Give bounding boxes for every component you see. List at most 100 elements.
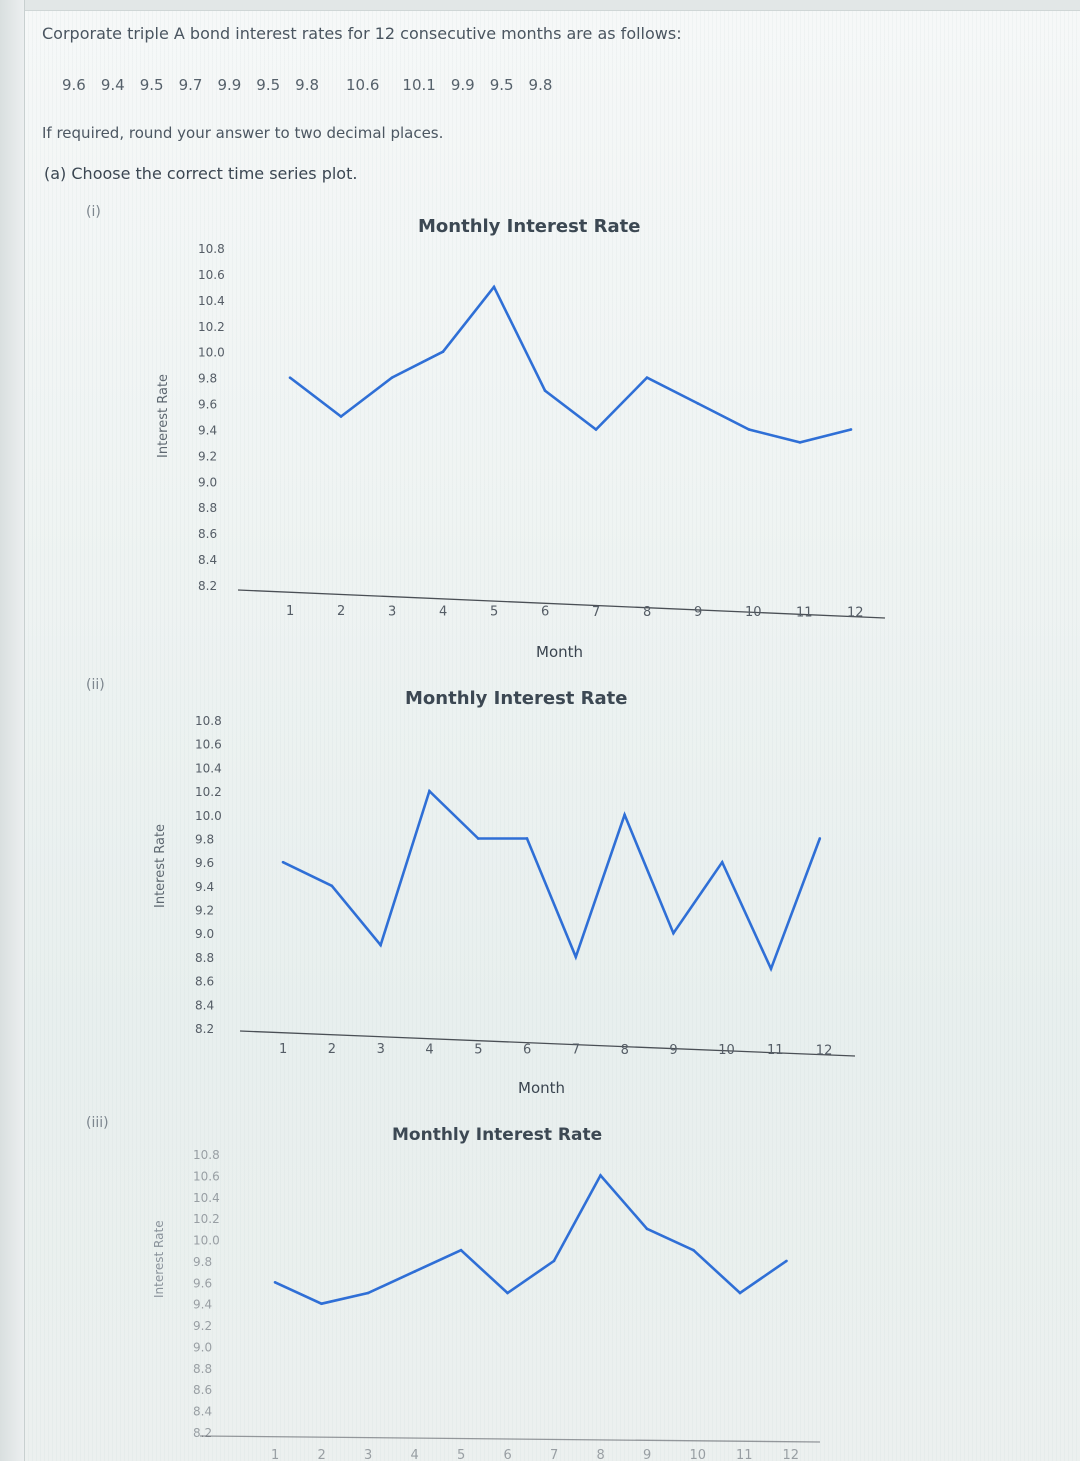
x-tick-label: 12 — [816, 1043, 833, 1058]
option-iii-label: (iii) — [86, 1115, 109, 1131]
data-point — [281, 860, 285, 864]
y-tick-label: 10.6 — [193, 1169, 220, 1183]
y-tick-label: 9.4 — [198, 423, 217, 437]
data-point — [738, 1291, 742, 1295]
y-tick-label: 10.6 — [198, 268, 225, 282]
data-value: 9.9 — [217, 76, 242, 94]
x-tick-label: 4 — [439, 604, 447, 619]
data-point — [599, 1174, 602, 1177]
data-point — [747, 428, 751, 431]
data-value: 9.5 — [256, 76, 281, 94]
y-tick-label: 10.8 — [195, 714, 222, 728]
option-i-label: (i) — [86, 204, 101, 220]
data-value: 9.7 — [178, 76, 203, 94]
y-tick-label: 9.2 — [195, 904, 214, 918]
y-tick-label: 8.6 — [195, 975, 214, 989]
x-tick-label: 7 — [592, 605, 600, 620]
y-tick-label: 8.8 — [193, 1362, 212, 1376]
y-tick-label: 9.6 — [198, 398, 217, 412]
y-tick-label: 9.2 — [198, 449, 217, 463]
y-tick-label: 8.8 — [195, 951, 214, 965]
y-tick-label: 8.4 — [193, 1405, 212, 1419]
data-point — [785, 1259, 788, 1263]
data-point — [645, 1227, 649, 1231]
y-tick-label: 10.0 — [193, 1234, 220, 1248]
x-tick-label: 4 — [425, 1042, 433, 1057]
y-tick-label: 9.0 — [193, 1340, 212, 1354]
data-values: 9.6 9.4 9.5 9.7 9.9 9.5 9.8 10.6 10.1 9.9 9.5 9.8 — [62, 76, 567, 94]
data-value: 9.6 — [62, 76, 86, 94]
data-point — [366, 1291, 370, 1295]
x-tick-label: 11 — [796, 605, 813, 620]
y-tick-label: 9.8 — [195, 832, 214, 846]
x-tick-label: 7 — [550, 1448, 558, 1461]
x-tick-label: 5 — [457, 1448, 465, 1461]
x-tick-label: 3 — [388, 604, 396, 619]
y-tick-label: 10.8 — [198, 242, 225, 256]
x-tick-label: 5 — [490, 605, 498, 620]
x-tick-label: 5 — [474, 1042, 482, 1057]
data-point — [428, 789, 431, 793]
data-point — [492, 285, 496, 289]
x-tick-label: 8 — [597, 1448, 605, 1461]
data-value: 10.6 — [346, 76, 380, 94]
data-point — [798, 441, 802, 444]
data-point — [623, 813, 626, 817]
data-point — [379, 943, 382, 947]
x-tick-label: 1 — [279, 1042, 287, 1057]
y-tick-label: 10.0 — [198, 346, 225, 360]
x-tick-label: 8 — [621, 1043, 629, 1058]
data-point — [390, 376, 394, 379]
option-ii-label: (ii) — [86, 677, 105, 693]
y-tick-label: 9.6 — [193, 1276, 212, 1290]
y-tick-label: 8.2 — [198, 579, 217, 593]
x-tick-label: 6 — [541, 605, 549, 620]
y-tick-label: 10.2 — [198, 320, 225, 334]
series-line — [274, 1173, 788, 1306]
y-tick-label: 9.6 — [195, 856, 214, 870]
x-tick-label: 6 — [504, 1448, 512, 1461]
x-tick-label: 11 — [736, 1448, 753, 1461]
y-tick-label: 10.4 — [193, 1191, 220, 1205]
chart-iii-title: Monthly Interest Rate — [392, 1125, 603, 1145]
data-point — [441, 350, 445, 353]
data-point — [594, 428, 598, 431]
data-point — [849, 428, 853, 431]
x-tick-label: 1 — [286, 604, 294, 619]
y-tick-label: 8.6 — [198, 527, 217, 541]
x-tick-label: 11 — [767, 1043, 784, 1058]
data-point — [413, 1270, 416, 1273]
data-value: 9.5 — [489, 76, 514, 94]
x-tick-label: 2 — [318, 1448, 326, 1461]
data-value: 9.9 — [450, 76, 475, 94]
x-tick-label: 10 — [718, 1043, 735, 1058]
x-tick-label: 2 — [328, 1042, 336, 1057]
y-tick-label: 8.2 — [193, 1426, 212, 1440]
x-tick-label: 9 — [669, 1043, 677, 1058]
y-tick-label: 8.8 — [198, 501, 217, 515]
x-tick-label: 3 — [377, 1042, 385, 1057]
data-point — [476, 837, 480, 840]
x-tick-label: 10 — [690, 1448, 707, 1461]
x-tick-label: 3 — [364, 1448, 372, 1461]
data-point — [645, 376, 649, 379]
series-line — [282, 788, 822, 973]
x-axis-line — [239, 1030, 856, 1057]
data-point — [692, 1248, 695, 1252]
question-a: (a) Choose the correct time series plot. — [44, 164, 358, 183]
y-tick-label: 10.4 — [198, 294, 225, 308]
data-point — [672, 931, 675, 935]
data-point — [320, 1302, 323, 1305]
x-tick-label: 6 — [523, 1043, 531, 1058]
series-line — [289, 284, 852, 444]
x-tick-label: 9 — [643, 1448, 651, 1461]
y-tick-label: 9.4 — [193, 1298, 212, 1312]
y-tick-label: 8.6 — [193, 1383, 212, 1397]
y-tick-label: 9.8 — [198, 372, 217, 386]
x-tick-label: 4 — [411, 1448, 419, 1461]
data-value: 9.4 — [100, 76, 125, 94]
data-point — [552, 1259, 556, 1263]
